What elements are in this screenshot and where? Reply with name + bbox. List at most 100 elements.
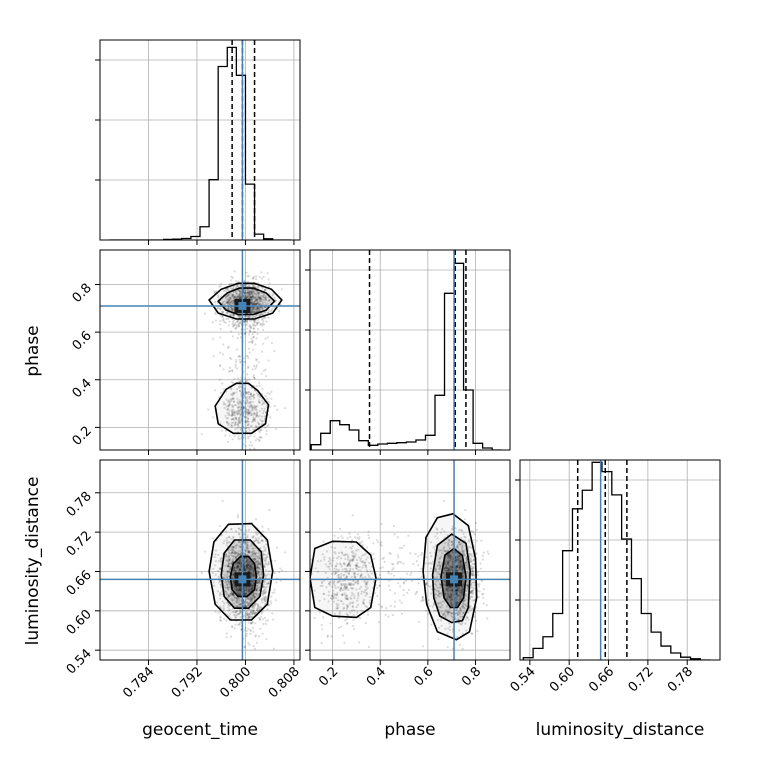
sample-point (249, 564, 252, 568)
sample-point (259, 576, 262, 579)
sample-point (255, 560, 258, 563)
sample-point (470, 632, 473, 635)
sample-point (335, 593, 338, 596)
sample-point (253, 558, 256, 561)
sample-point (237, 409, 240, 412)
sample-point (262, 545, 265, 548)
sample-point (443, 530, 446, 533)
sample-point (249, 315, 252, 319)
sample-point (481, 558, 484, 561)
sample-point (244, 586, 247, 589)
sample-point (455, 558, 458, 561)
sample-point (247, 426, 250, 430)
sample-point (443, 590, 446, 593)
sample-point (229, 298, 232, 301)
sample-point (440, 617, 443, 620)
sample-point (239, 545, 242, 549)
sample-point (234, 279, 237, 283)
sample-point (450, 569, 453, 572)
sample-point (467, 550, 470, 553)
sample-point (253, 412, 257, 415)
sample-point (249, 395, 252, 398)
sample-point (222, 608, 225, 612)
sample-point (471, 573, 474, 577)
sample-point (237, 411, 240, 414)
sample-point (366, 570, 369, 573)
sample-point (251, 332, 254, 336)
sample-point (266, 555, 269, 558)
sample-point (234, 423, 237, 426)
sample-point (438, 595, 441, 598)
sample-point (449, 611, 452, 614)
sample-point (438, 549, 441, 552)
sample-point (454, 589, 457, 592)
sample-point (253, 604, 256, 607)
sample-point (234, 616, 237, 619)
sample-point (459, 559, 462, 562)
sample-point (246, 544, 249, 547)
sample-point (340, 551, 343, 554)
sample-point (256, 299, 259, 302)
sample-point (227, 303, 230, 306)
sample-point (337, 555, 340, 558)
sample-point (233, 627, 236, 630)
sample-point (230, 301, 233, 304)
sample-point (449, 557, 452, 560)
sample-point (255, 589, 258, 592)
sample-point (257, 422, 260, 425)
sample-point (228, 586, 231, 589)
sample-point (266, 556, 269, 559)
sample-point (461, 565, 464, 568)
sample-point (238, 553, 241, 556)
sample-point (251, 609, 254, 613)
sample-point (233, 295, 236, 298)
sample-point (248, 570, 251, 573)
sample-point (237, 323, 240, 326)
sample-point (230, 592, 233, 596)
sample-point (270, 397, 273, 400)
sample-point (246, 602, 249, 605)
sample-point (263, 585, 266, 589)
sample-point (459, 528, 463, 532)
sample-point (459, 560, 462, 564)
sample-point (254, 561, 257, 564)
sample-point (444, 610, 447, 613)
sample-point (231, 313, 234, 316)
sample-point (262, 275, 265, 278)
sample-point (224, 289, 227, 292)
sample-point (244, 605, 247, 608)
sample-point (238, 604, 241, 607)
sample-point (469, 545, 472, 548)
sample-point (336, 605, 339, 608)
sample-point (247, 285, 250, 288)
sample-point (346, 564, 349, 567)
sample-point (447, 590, 450, 593)
sample-point (251, 302, 254, 305)
sample-point (235, 391, 238, 394)
sample-point (232, 285, 235, 288)
sample-point (227, 558, 230, 561)
sample-point (249, 622, 252, 625)
sample-point (259, 562, 262, 565)
sample-point (448, 553, 451, 556)
sample-point (234, 365, 237, 368)
sample-point (346, 606, 349, 609)
sample-point (231, 393, 234, 396)
sample-point (341, 551, 344, 555)
sample-point (251, 308, 255, 311)
sample-point (469, 560, 472, 564)
sample-point (238, 289, 241, 292)
sample-point (251, 277, 254, 280)
sample-point (257, 561, 260, 564)
sample-point (232, 299, 235, 303)
sample-point (446, 632, 449, 635)
sample-point (461, 567, 464, 570)
sample-point (230, 591, 233, 594)
sample-point (236, 597, 239, 600)
sample-point (258, 568, 261, 571)
sample-point (340, 600, 343, 603)
sample-point (455, 601, 458, 604)
sample-point (226, 570, 229, 573)
sample-point (232, 581, 235, 584)
sample-point (217, 296, 220, 299)
